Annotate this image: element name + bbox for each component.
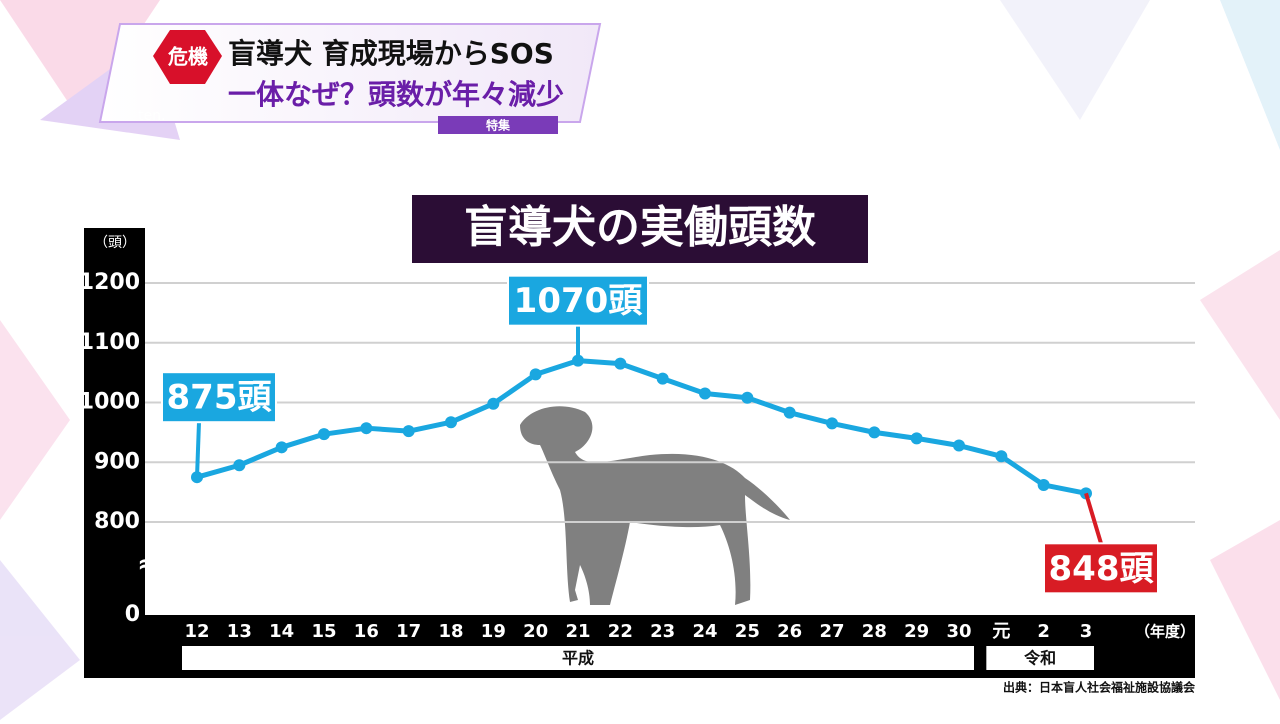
point [699,387,711,400]
point [360,422,373,435]
header: 危機 盲導犬 育成現場からSOS 一体なぜ？頭数が年々減少 特集 ten. [98,23,602,134]
x-tick-label: 14 [269,621,294,642]
point [529,368,542,381]
point [445,416,457,429]
logo: ten. [138,108,165,124]
label-box [507,274,649,327]
point [275,441,288,454]
x-tick-label: 22 [608,621,633,642]
x-tick-label: 19 [481,621,506,642]
era-band [986,646,1094,670]
label-pointer [195,422,201,478]
x-tick-label: 25 [735,621,760,642]
y-unit: （頭） [94,235,136,251]
x-tick-label: 12 [184,621,209,642]
data-label: 848頭 [1049,549,1155,589]
era-label: 平成 [562,649,594,668]
x-tick-label: 17 [396,621,421,642]
y-tick-label: 1000 [79,390,140,415]
point [826,417,838,430]
x-tick-label: 29 [904,621,929,642]
x-tick-label: 21 [565,621,590,642]
era-band [182,646,974,670]
headline: 盲導犬 育成現場からSOS [228,37,554,70]
label-pointer [1084,492,1103,544]
point [953,439,965,452]
x-tick-label: 15 [311,621,336,642]
y-tick-label: 0 [125,602,140,627]
x-tick-label: 26 [777,621,802,642]
x-tick-label: 元 [992,621,1010,642]
plot-area [145,228,1195,615]
point [233,459,246,472]
point [487,397,500,410]
x-tick-label: 23 [650,621,675,642]
x-tick-label: 20 [523,621,548,642]
y-tick-label: 1200 [79,270,140,295]
x-tick-label: 13 [227,621,252,642]
point [318,428,330,441]
chart-title: 盲導犬の実働頭数 [464,202,816,253]
x-tick-label: 3 [1080,621,1093,642]
axis-panel [84,228,145,678]
headline: 一体なぜ？頭数が年々減少 [228,78,564,111]
y-tick-label: 900 [94,449,140,474]
x-unit: （年度） [1135,623,1195,641]
x-tick-label: 18 [438,621,463,642]
axis-break: ≈ [137,550,159,580]
data-label: 875頭 [167,378,273,418]
x-tick-label: 28 [862,621,887,642]
tag: 特集 [486,118,511,133]
x-tick-label: 24 [692,621,717,642]
y-tick-label: 800 [94,509,140,534]
point [741,391,754,404]
label-box [1043,542,1159,595]
y-tick-label: 1100 [79,330,140,355]
x-tick-label: 2 [1037,621,1050,642]
point [614,357,627,370]
point [868,426,881,439]
source: 出典：日本盲人社会福祉施設協議会 [1003,680,1196,695]
point [1037,478,1050,491]
title-box [412,195,868,263]
point [910,432,923,445]
point [656,372,669,385]
point [402,425,415,438]
point [783,406,796,419]
label-box [161,371,277,424]
dog-silhouette [520,406,790,605]
line [196,358,1087,496]
x-tick-label: 16 [354,621,379,642]
data-label: 1070頭 [514,281,644,321]
badge: 危機 [168,45,208,69]
x-tick-label: 30 [946,621,971,642]
x-tick-label: 27 [819,621,844,642]
era-label: 令和 [1023,649,1056,668]
point [995,450,1008,463]
